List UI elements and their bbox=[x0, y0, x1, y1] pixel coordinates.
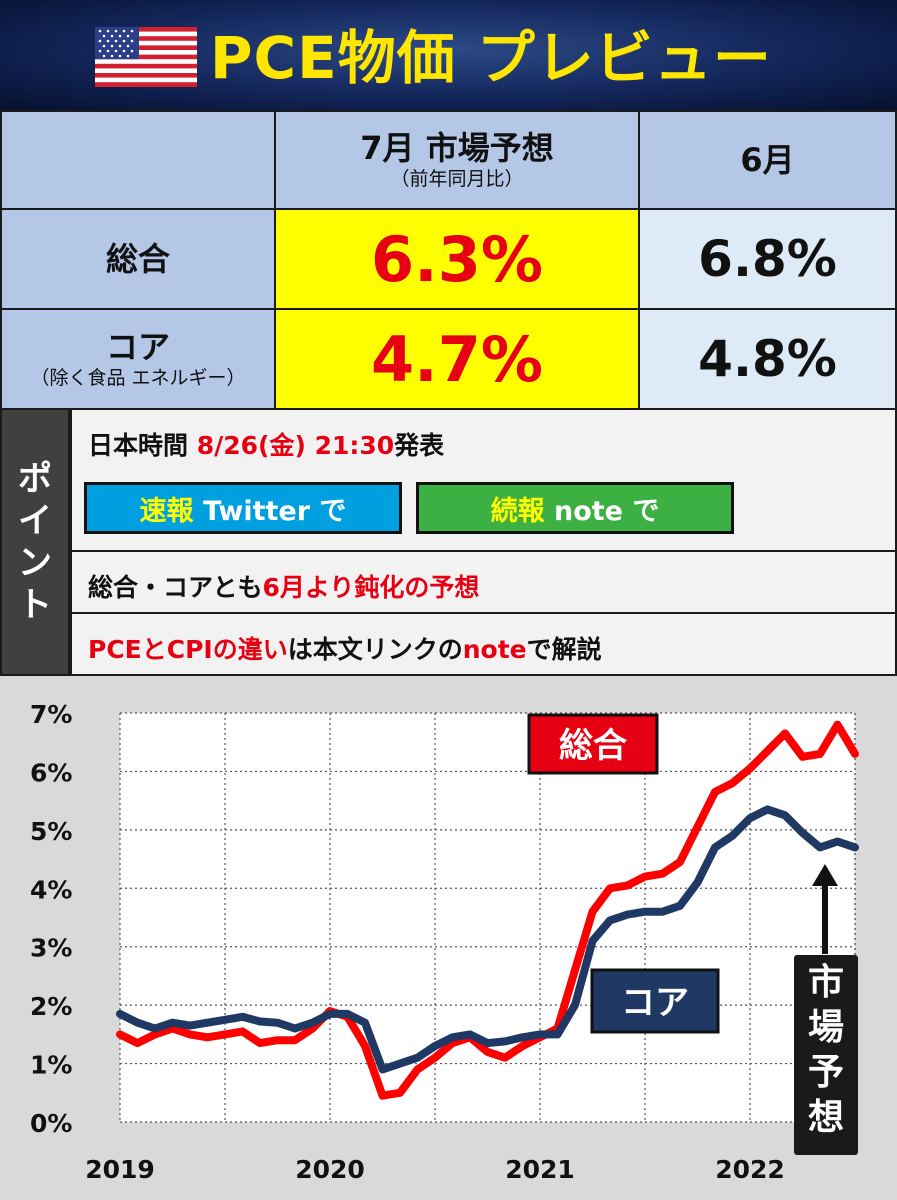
note-button-label-a: 続報 bbox=[490, 495, 545, 527]
note-d: で解説 bbox=[526, 635, 602, 664]
release-time: 8/26(金) 21:30 bbox=[196, 431, 395, 460]
chart-area: 0% 1% 2% 3% 4% 5% 6% 7% 2019 2020 2021 2022 総合コア 市場予想 bbox=[0, 676, 897, 1200]
table-corner-cell bbox=[0, 110, 276, 210]
row-label-text: 総合 bbox=[105, 240, 170, 278]
note-button-label-b: note で bbox=[544, 495, 660, 527]
headline-forecast-value: 6.3% bbox=[371, 222, 543, 296]
y-tick-label: 3% bbox=[30, 934, 72, 963]
forecast-header-sub: （前年同月比） bbox=[390, 168, 524, 190]
release-suffix: 発表 bbox=[394, 431, 445, 460]
side-char: ン bbox=[18, 543, 52, 583]
forecast-note-char: 場 bbox=[808, 1007, 844, 1048]
note-button[interactable]: 続報 note で bbox=[416, 482, 734, 534]
forecast-note-box bbox=[794, 955, 858, 1155]
forecast-note-char: 想 bbox=[808, 1097, 844, 1138]
side-char: ポ bbox=[18, 459, 52, 499]
note-line: PCEとCPIの違いは本文リンクのnoteで解説 bbox=[88, 630, 602, 666]
forecast-note-char: 市 bbox=[808, 962, 844, 1003]
us-flag-icon bbox=[95, 27, 197, 87]
row-label-sub: （除く食品 エネルギー） bbox=[30, 367, 246, 389]
x-tick-label: 2019 bbox=[85, 1155, 155, 1184]
y-tick-label: 1% bbox=[30, 1051, 72, 1080]
release-prefix: 日本時間 bbox=[88, 431, 197, 460]
table-header-prev: 6月 bbox=[638, 110, 897, 210]
release-line: 日本時間 8/26(金) 21:30発表 bbox=[88, 426, 444, 462]
twitter-button-label-a: 速報 bbox=[139, 495, 194, 527]
side-char: ト bbox=[18, 585, 52, 625]
side-char: イ bbox=[18, 501, 52, 541]
y-tick-label: 2% bbox=[30, 992, 72, 1021]
outlook-line: 総合・コアとも6月より鈍化の予想 bbox=[88, 568, 479, 604]
points-row-outlook: 総合・コアとも6月より鈍化の予想 bbox=[70, 550, 897, 614]
forecast-header-label: 7月 市場予想 bbox=[360, 129, 554, 167]
row-label-text: コア bbox=[105, 328, 170, 366]
forecast-arrow-head bbox=[812, 864, 838, 886]
x-tick-label: 2022 bbox=[715, 1155, 785, 1184]
y-tick-label: 0% bbox=[30, 1109, 72, 1138]
twitter-button[interactable]: 速報 Twitter で bbox=[84, 482, 402, 534]
row-label-headline: 総合 bbox=[0, 208, 276, 310]
core-series-line bbox=[116, 805, 859, 1074]
core-label-text: コア bbox=[621, 983, 689, 1023]
points-side-label: ポ イ ン ト bbox=[0, 408, 70, 676]
headline-series-line bbox=[116, 720, 859, 1100]
outlook-b: 6月より鈍化の予想 bbox=[262, 573, 480, 602]
row-label-core: コア （除く食品 エネルギー） bbox=[0, 308, 276, 410]
prev-header-label: 6月 bbox=[740, 141, 795, 179]
points-row-note: PCEとCPIの違いは本文リンクのnoteで解説 bbox=[70, 612, 897, 676]
headline-label-text: 総合 bbox=[559, 726, 627, 766]
core-forecast-value: 4.7% bbox=[371, 322, 543, 396]
note-a: PCEとCPIの違い bbox=[88, 635, 288, 664]
note-b: は本文リンクの bbox=[287, 635, 463, 664]
x-tick-label: 2021 bbox=[505, 1155, 575, 1184]
y-tick-label: 4% bbox=[30, 875, 72, 904]
y-tick-label: 7% bbox=[30, 700, 72, 729]
note-c: note bbox=[462, 635, 527, 664]
core-forecast-cell: 4.7% bbox=[274, 308, 640, 410]
y-tick-label: 5% bbox=[30, 817, 72, 846]
twitter-button-label-b: Twitter で bbox=[193, 495, 347, 527]
headline-prev-cell: 6.8% bbox=[638, 208, 897, 310]
page-title: PCE物価 プレビュー bbox=[210, 24, 772, 92]
headline-label-box bbox=[527, 713, 659, 775]
forecast-note-char: 予 bbox=[808, 1052, 844, 1093]
core-label-box bbox=[590, 968, 720, 1034]
points-row-release: 日本時間 8/26(金) 21:30発表 速報 Twitter で 続報 not… bbox=[70, 408, 897, 552]
x-tick-label: 2020 bbox=[295, 1155, 365, 1184]
y-tick-label: 6% bbox=[30, 758, 72, 787]
outlook-a: 総合・コアとも bbox=[88, 573, 263, 602]
table-header-forecast: 7月 市場予想 （前年同月比） bbox=[274, 110, 640, 210]
core-prev-cell: 4.8% bbox=[638, 308, 897, 410]
core-prev-value: 4.8% bbox=[698, 330, 837, 388]
headline-prev-value: 6.8% bbox=[698, 230, 837, 288]
header-banner: PCE物価 プレビュー bbox=[0, 0, 897, 110]
headline-forecast-cell: 6.3% bbox=[274, 208, 640, 310]
